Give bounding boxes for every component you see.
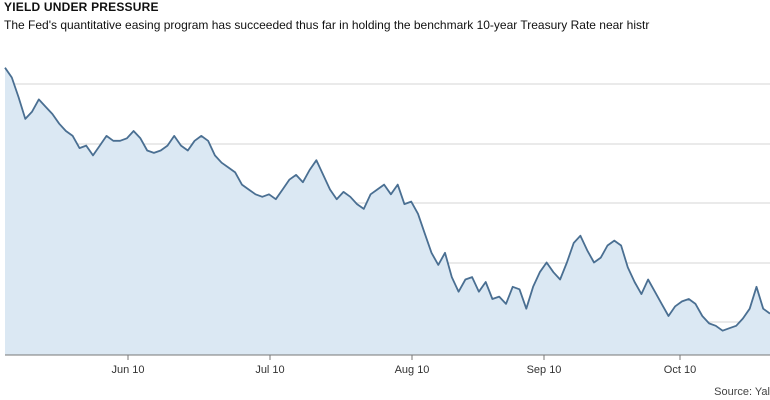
x-tick-label: Sep 10 xyxy=(527,364,562,376)
chart-title: YIELD UNDER PRESSURE xyxy=(4,0,159,14)
area-fill xyxy=(5,67,770,355)
series-line xyxy=(4,67,770,332)
x-tick-label: Aug 10 xyxy=(395,364,430,376)
x-tick-label: Jul 10 xyxy=(255,364,284,376)
source-note: Source: Yal xyxy=(714,386,770,398)
chart-subtitle: The Fed's quantitative easing program ha… xyxy=(4,18,650,32)
x-tick-label: Jun 10 xyxy=(111,364,144,376)
x-tick-label: Oct 10 xyxy=(664,364,696,376)
